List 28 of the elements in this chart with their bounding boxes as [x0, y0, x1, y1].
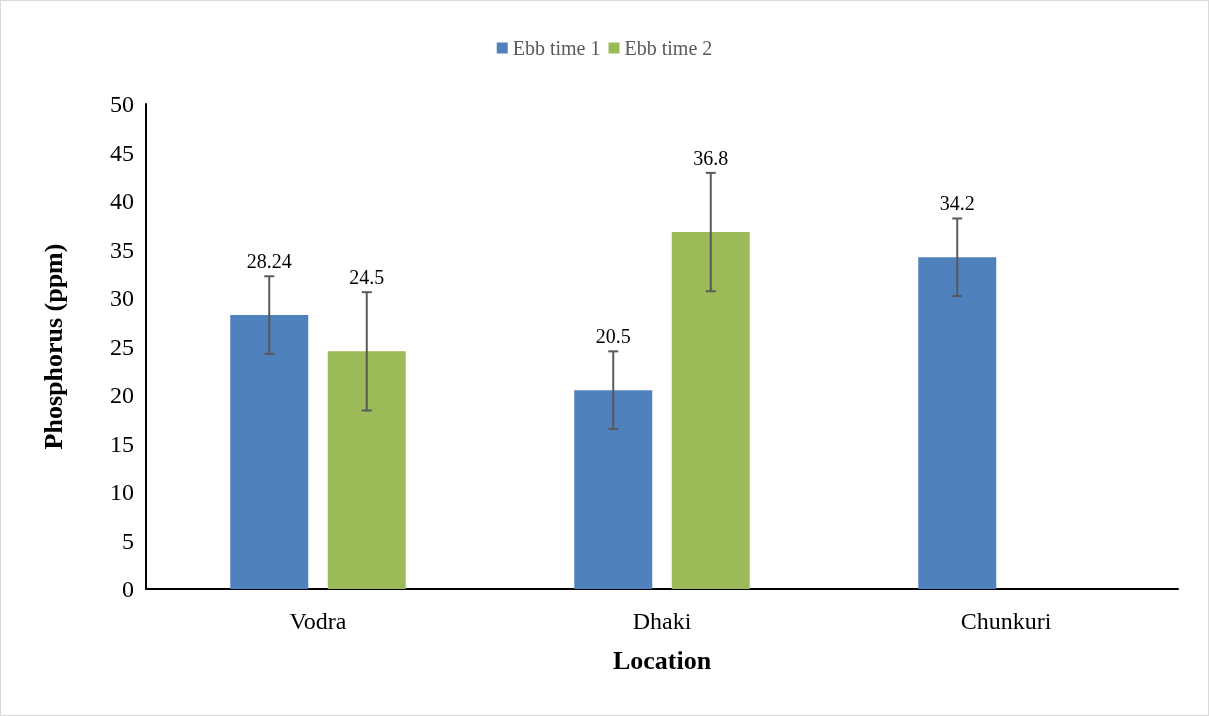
bar	[671, 232, 750, 589]
data-label: 36.8	[693, 146, 729, 169]
legend-label: Ebb time 1	[512, 37, 601, 59]
y-tick-label: 10	[110, 479, 134, 505]
y-tick-label: 0	[122, 576, 134, 602]
y-tick-label: 15	[110, 430, 134, 457]
x-tick-label: Dhaki	[632, 608, 692, 634]
data-label: 28.24	[246, 250, 292, 273]
data-label: 20.5	[595, 325, 631, 348]
y-tick-label: 20	[110, 382, 134, 408]
data-label: 24.5	[349, 266, 385, 289]
x-axis-title: Location	[612, 645, 712, 675]
legend-label: Ebb time 2	[624, 37, 713, 59]
y-tick-label: 45	[110, 139, 134, 166]
y-axis-title: Phosphorus (ppm)	[38, 243, 68, 450]
data-label: 34.2	[939, 192, 975, 215]
bar	[574, 390, 653, 589]
y-tick-label: 25	[110, 333, 134, 360]
x-tick-label: Chunkuri	[960, 608, 1052, 634]
y-tick-label: 5	[122, 527, 134, 554]
y-tick-label: 35	[110, 236, 134, 263]
bar	[918, 257, 997, 589]
x-tick-label: Vodra	[289, 608, 347, 634]
bar	[327, 351, 406, 589]
y-tick-label: 30	[110, 285, 134, 311]
y-tick-label: 50	[110, 91, 134, 117]
bar	[230, 315, 309, 589]
y-tick-label: 40	[110, 188, 134, 214]
